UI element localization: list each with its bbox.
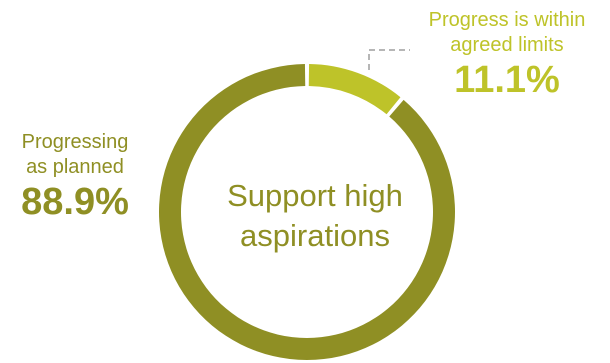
slice-label-within-limits: Progress is within agreed limits 11.1%	[404, 8, 610, 102]
slice-value-label: 88.9%	[21, 181, 129, 223]
slice-within-limits	[308, 64, 401, 115]
slice-value-label: 11.1%	[454, 59, 560, 101]
donut-center-label: Support high aspirations	[227, 178, 403, 253]
slice-label-progressing: Progressing as planned 88.9%	[0, 130, 150, 224]
slice-label-line1: Progress is within	[428, 9, 586, 31]
leader-line	[368, 49, 410, 70]
slice-label-line2: agreed limits	[450, 34, 564, 56]
slice-label-line1: Progressing	[21, 131, 129, 153]
slice-label-line2: as planned	[26, 156, 124, 178]
